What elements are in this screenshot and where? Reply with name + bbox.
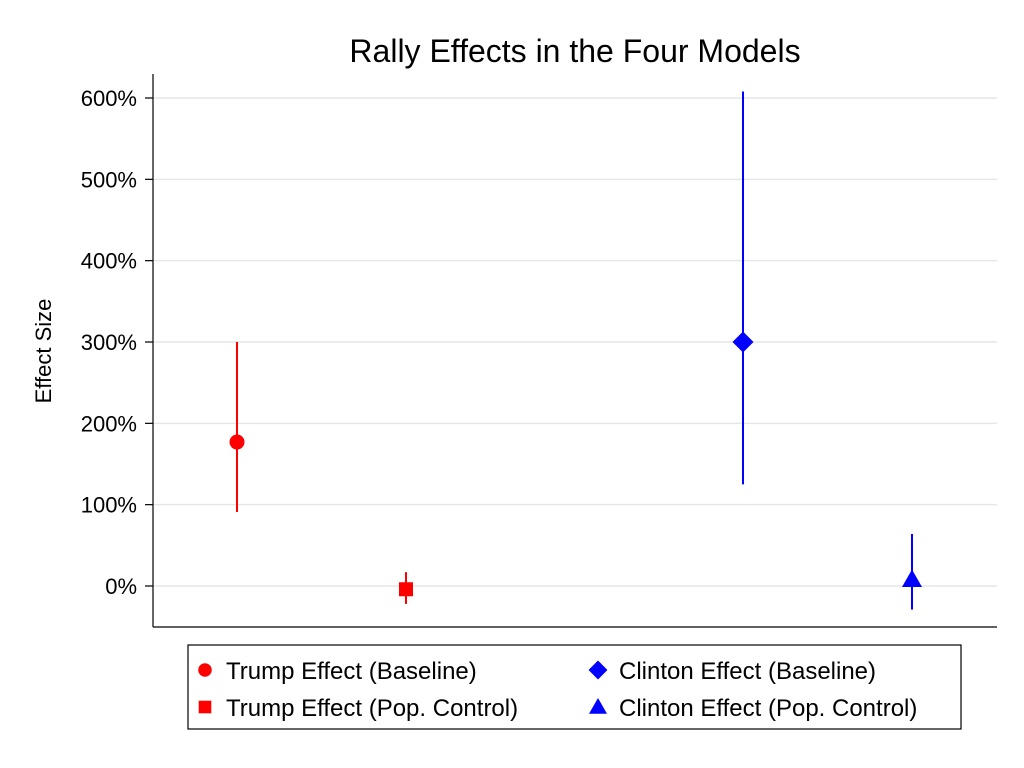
series-4 bbox=[902, 533, 922, 610]
legend-label: Trump Effect (Pop. Control) bbox=[226, 695, 518, 722]
legend-marker bbox=[588, 660, 608, 680]
legend-item-4: Clinton Effect (Pop. Control) bbox=[589, 695, 917, 722]
point-estimate bbox=[399, 582, 413, 597]
point-estimate bbox=[902, 569, 922, 587]
legend: Trump Effect (Baseline) Trump Effect (Pop… bbox=[187, 644, 962, 730]
legend-label: Clinton Effect (Baseline) bbox=[619, 658, 876, 685]
series-2 bbox=[399, 572, 413, 604]
axes bbox=[152, 74, 997, 628]
series-3 bbox=[732, 91, 754, 485]
legend-label: Clinton Effect (Pop. Control) bbox=[619, 695, 917, 722]
y-tick-label: 400% bbox=[81, 249, 137, 274]
legend-item-2: Trump Effect (Pop. Control) bbox=[198, 695, 518, 722]
legend-item-1: Trump Effect (Baseline) bbox=[198, 658, 477, 685]
legend-marker bbox=[198, 663, 212, 677]
y-axis-ticks: 0% 100% 200% 300% 400% 500% 600% bbox=[81, 86, 153, 599]
point-estimate bbox=[229, 434, 245, 450]
legend-item-3: Clinton Effect (Baseline) bbox=[588, 658, 876, 685]
legend-marker bbox=[198, 700, 212, 714]
y-tick-label: 200% bbox=[81, 411, 137, 436]
y-axis-label: Effect Size bbox=[31, 299, 56, 404]
gridlines bbox=[153, 97, 997, 587]
y-tick-label: 0% bbox=[105, 574, 137, 599]
y-tick-label: 600% bbox=[81, 86, 137, 111]
y-tick-label: 100% bbox=[81, 493, 137, 518]
legend-box bbox=[187, 644, 962, 730]
y-tick-label: 300% bbox=[81, 330, 137, 355]
chart-title: Rally Effects in the Four Models bbox=[349, 33, 800, 69]
y-tick-label: 500% bbox=[81, 167, 137, 192]
legend-label: Trump Effect (Baseline) bbox=[226, 658, 477, 685]
data-marks bbox=[229, 91, 922, 610]
point-estimate bbox=[732, 331, 754, 353]
series-1 bbox=[229, 342, 245, 512]
legend-marker bbox=[589, 698, 607, 714]
